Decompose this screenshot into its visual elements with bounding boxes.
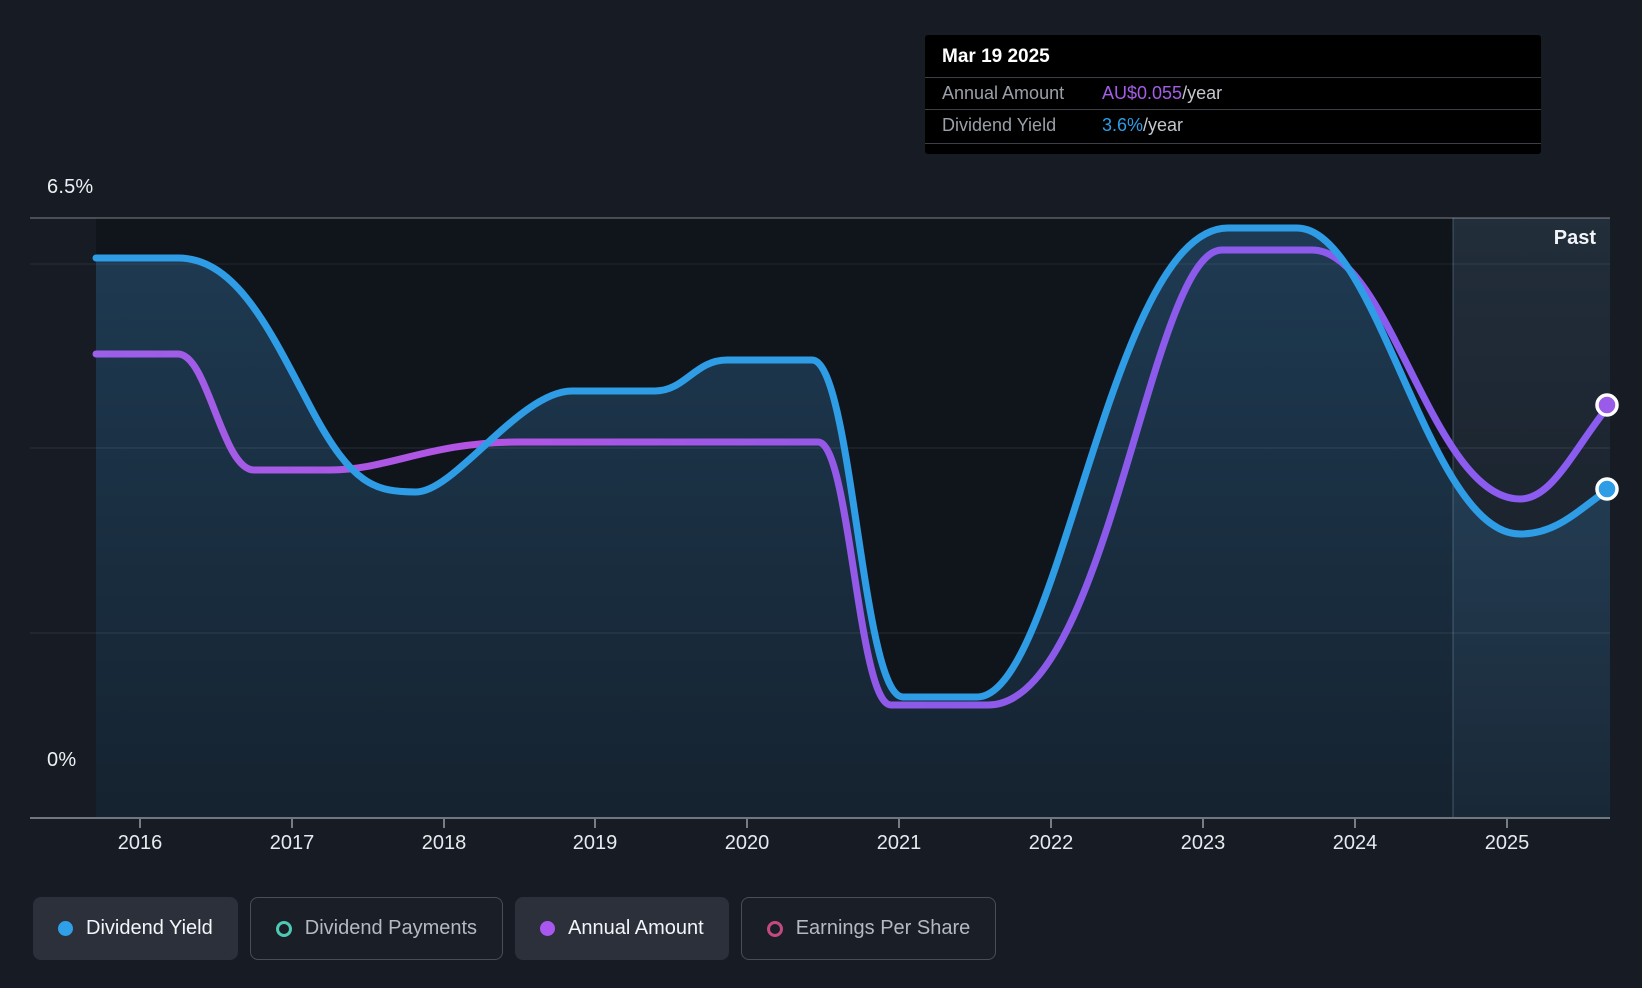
x-tick-2017: 2017 [269, 832, 315, 854]
tooltip-value: 3.6% [1102, 115, 1144, 135]
tooltip-value-suffix: /year [1143, 115, 1184, 135]
annual-amount-endpoint-marker[interactable] [1595, 393, 1619, 417]
tooltip-label: Annual Amount [942, 83, 1065, 103]
tooltip-date: Mar 19 2025 [942, 46, 1050, 67]
legend-toggle-earnings-per-share[interactable]: Earnings Per Share [740, 897, 997, 960]
past-region-label: Past [1553, 227, 1596, 249]
hover-tooltip: Mar 19 2025 Annual Amount AU$0.055/year … [925, 35, 1541, 154]
tooltip-row-annual-amount: Annual Amount AU$0.055/year [925, 77, 1541, 109]
annual-amount-dot-icon [540, 921, 556, 936]
tooltip-label: Dividend Yield [942, 115, 1057, 135]
dividend-yield-endpoint-marker[interactable] [1595, 477, 1619, 501]
earnings-per-share-ring-icon [766, 920, 783, 937]
legend-label: Earnings Per Share [795, 917, 971, 939]
x-tick-2024: 2024 [1332, 832, 1378, 854]
x-tick-2023: 2023 [1180, 832, 1226, 854]
legend-label: Dividend Payments [304, 917, 478, 939]
dividend-yield-dot-icon [58, 921, 73, 936]
x-tick-2019: 2019 [572, 832, 618, 854]
y-axis-bottom-label: 0% [47, 749, 77, 771]
legend-toggle-dividend-yield[interactable]: Dividend Yield [33, 897, 238, 960]
x-axis-ticks [139, 819, 1508, 828]
dividend-yield-line [92, 224, 1614, 701]
x-tick-2025: 2025 [1484, 832, 1530, 854]
x-tick-2020: 2020 [724, 832, 770, 854]
legend-toggle-annual-amount[interactable]: Annual Amount [515, 897, 729, 960]
x-tick-2022: 2022 [1028, 832, 1074, 854]
x-tick-2018: 2018 [421, 832, 467, 854]
legend-label: Annual Amount [568, 917, 704, 939]
tooltip-value: AU$0.055 [1102, 83, 1183, 103]
legend-label: Dividend Yield [86, 917, 213, 939]
legend-toggle-dividend-payments[interactable]: Dividend Payments [249, 897, 504, 960]
tooltip-row-dividend-yield: Dividend Yield 3.6%/year [925, 109, 1541, 144]
x-tick-2016: 2016 [117, 832, 163, 854]
tooltip-value-suffix: /year [1182, 83, 1223, 103]
x-tick-2021: 2021 [876, 832, 922, 854]
chart-legend: Dividend Yield Dividend Payments Annual … [33, 897, 997, 960]
y-axis-top-label: 6.5% [47, 176, 94, 198]
dividend-payments-ring-icon [275, 920, 292, 937]
